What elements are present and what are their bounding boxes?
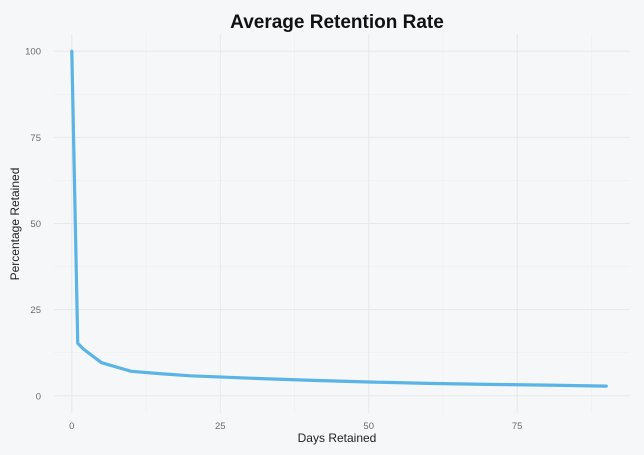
tick-labels: 0 25 50 75 0 25 50 75 100 xyxy=(25,47,522,432)
y-tick-label: 0 xyxy=(36,391,41,402)
y-tick-label: 25 xyxy=(30,305,41,316)
y-axis-title: Percentage Retained xyxy=(8,168,22,281)
retention-line xyxy=(70,49,608,388)
x-tick-label: 25 xyxy=(215,421,226,432)
y-tick-label: 75 xyxy=(30,133,41,144)
y-tick-label: 100 xyxy=(25,47,41,58)
x-axis-title: Days Retained xyxy=(298,431,377,445)
chart-title: Average Retention Rate xyxy=(230,12,444,33)
grid xyxy=(54,34,630,413)
series-layer xyxy=(70,49,608,388)
y-tick-label: 50 xyxy=(30,219,41,230)
x-tick-label: 0 xyxy=(69,421,74,432)
x-tick-label: 75 xyxy=(512,421,523,432)
x-tick-label: 50 xyxy=(363,421,374,432)
